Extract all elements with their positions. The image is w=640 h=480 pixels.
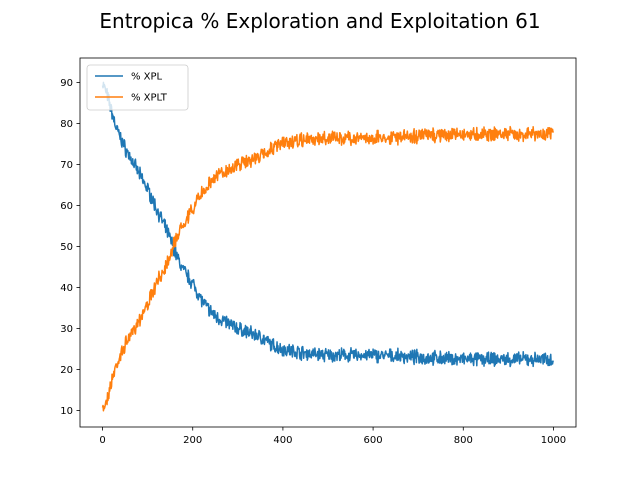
y-axis: 10 20 30 40 50 60 70 80 90 (60, 78, 80, 417)
axes-frame (79, 57, 577, 428)
y-tick-label-5: 60 (60, 201, 73, 212)
x-tick-label-2: 400 (273, 435, 292, 446)
y-tick-label-3: 40 (60, 283, 73, 294)
y-tick-label-0: 10 (60, 406, 73, 417)
legend-label-xpl: % XPL (131, 72, 163, 83)
y-tick-label-1: 20 (60, 365, 73, 376)
series-line-1 (101, 125, 555, 412)
x-axis: 0 200 400 600 800 1000 (99, 427, 566, 446)
x-tick-label-3: 600 (364, 435, 383, 446)
y-tick-label-2: 30 (60, 324, 73, 335)
series-line-0 (101, 81, 555, 368)
y-tick-label-4: 50 (60, 242, 73, 253)
legend-label-xplt: % XPLT (131, 93, 168, 104)
x-tick-label-1: 200 (183, 435, 202, 446)
x-tick-label-5: 1000 (541, 435, 566, 446)
y-tick-label-8: 90 (60, 78, 73, 89)
y-tick-label-7: 80 (60, 119, 73, 130)
y-tick-label-6: 70 (60, 160, 73, 171)
plot-area (80, 58, 576, 427)
x-tick-label-0: 0 (99, 435, 105, 446)
series-layer (101, 81, 555, 412)
chart-title: Entropica % Exploration and Exploitation… (99, 9, 540, 33)
legend: % XPL % XPLT (86, 64, 189, 111)
x-tick-label-4: 800 (454, 435, 473, 446)
